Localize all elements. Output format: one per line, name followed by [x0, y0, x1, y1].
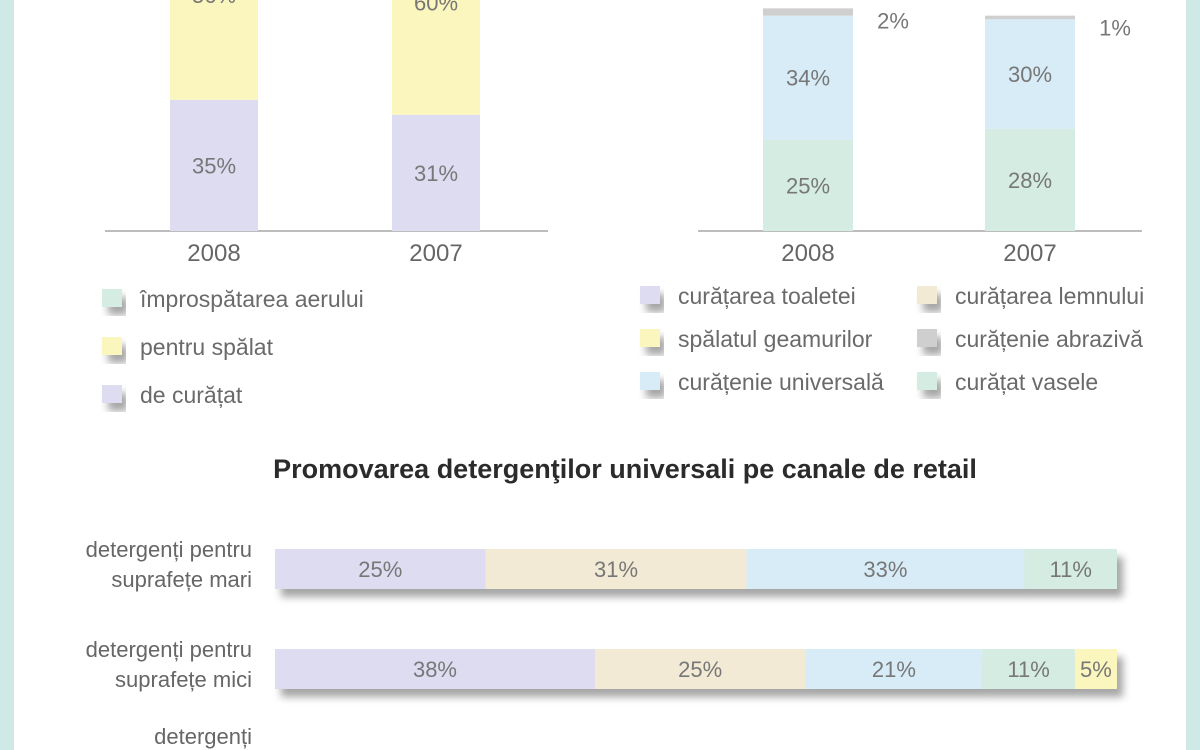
bar-segment — [763, 15, 853, 140]
category-label: detergenți — [154, 724, 252, 749]
bar-segment — [1024, 549, 1117, 589]
bar-value-label: 56% — [192, 0, 236, 8]
legend-swatch — [917, 286, 937, 304]
legend-label: de curățat — [140, 382, 243, 408]
bar-segment — [763, 139, 853, 231]
legend-label: spălatul geamurilor — [678, 326, 873, 352]
bar-segment — [594, 649, 806, 689]
legend-swatch — [102, 337, 122, 355]
bar-segment — [170, 99, 258, 231]
bar-value-label: 1% — [1099, 16, 1131, 41]
category-label: detergenți pentru — [86, 637, 252, 662]
bar-segment — [275, 649, 595, 689]
legend-swatch — [640, 329, 660, 347]
bar-segment — [805, 649, 983, 689]
legend-swatch — [917, 329, 937, 347]
category-label: detergenți pentru — [86, 537, 252, 562]
bar-segment — [170, 0, 258, 100]
bar-value-label: 25% — [786, 173, 830, 198]
bar-row — [275, 549, 1117, 589]
bar-segment — [392, 0, 480, 115]
bar-segment — [746, 549, 1025, 589]
bar-row — [275, 649, 1117, 689]
bar-segment — [985, 128, 1075, 231]
bar-value-label: 34% — [786, 66, 830, 91]
bar-value-label: 60% — [414, 0, 458, 15]
bar-value-label: 33% — [863, 557, 907, 582]
bar-segment — [763, 8, 853, 16]
bar-segment — [985, 15, 1075, 20]
bar-segment — [275, 549, 486, 589]
bar-value-label: 2% — [877, 8, 909, 33]
bar-value-label: 21% — [872, 657, 916, 682]
bar-value-label: 28% — [1008, 168, 1052, 193]
x-tick-label: 2007 — [409, 240, 462, 267]
legend-label: pentru spălat — [140, 334, 274, 360]
bar-value-label: 38% — [413, 657, 457, 682]
bar-segment — [982, 649, 1075, 689]
bar-value-label: 25% — [678, 657, 722, 682]
legend-label: curățenie abrazivă — [955, 326, 1143, 352]
bar-value-label: 31% — [594, 557, 638, 582]
x-tick-label: 2008 — [781, 240, 834, 267]
chart-left-stacked: 35% 56% 2008 31% 60% 2007 împrospătarea aerulu… — [102, 0, 548, 408]
bar-value-label: 11% — [1049, 557, 1091, 582]
bar-segment — [1074, 649, 1117, 689]
legend-label: curățarea lemnului — [955, 283, 1144, 309]
bar-value-label: 35% — [192, 153, 236, 178]
bar-value-label: 5% — [1080, 657, 1112, 682]
chart-right-stacked: 25% 34% 2% 2008 28% 30% 1% 2007 curățarea toalet… — [640, 8, 1144, 395]
bar-value-label: 30% — [1008, 62, 1052, 87]
legend-label: împrospătarea aerului — [139, 286, 364, 312]
legend-label: curățat vasele — [955, 369, 1098, 395]
left-border — [0, 0, 14, 750]
x-tick-label: 2007 — [1003, 240, 1056, 267]
category-label: suprafețe mici — [115, 667, 252, 692]
bar-segment — [392, 114, 480, 231]
legend-swatch — [640, 372, 660, 390]
x-tick-label: 2008 — [187, 240, 240, 267]
legend-swatch — [102, 289, 122, 307]
right-border — [1186, 0, 1200, 750]
bar-value-label: 31% — [414, 161, 458, 186]
bar-segment — [485, 549, 747, 589]
legend-swatch — [917, 372, 937, 390]
chart-bottom-horizontal: detergenți pentru suprafețe mari 25% 31% 33%… — [86, 537, 1117, 749]
bar-segment — [985, 19, 1075, 129]
bar-value-label: 25% — [358, 557, 402, 582]
chart-bottom-title: Promovarea detergenţilor universali pe c… — [273, 454, 977, 484]
legend-swatch — [102, 385, 122, 403]
category-label: suprafețe mari — [111, 567, 252, 592]
legend-swatch — [640, 286, 660, 304]
legend-label: curățenie universală — [678, 369, 884, 395]
bar-value-label: 11% — [1007, 657, 1049, 682]
legend-label: curățarea toaletei — [678, 283, 856, 309]
